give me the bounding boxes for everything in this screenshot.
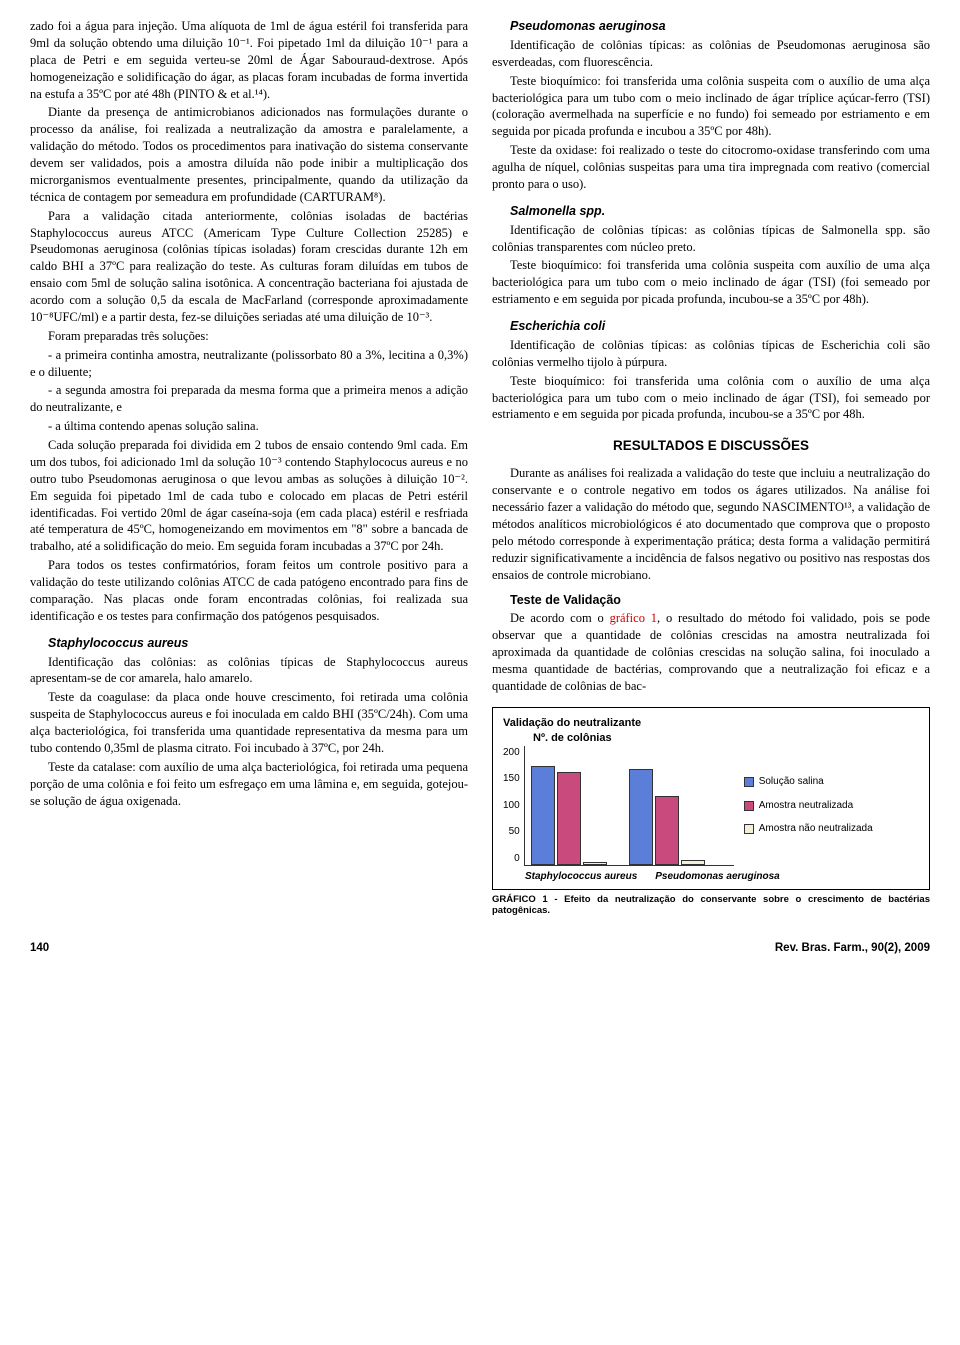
chart-bars (524, 746, 734, 866)
page-number: 140 (30, 941, 49, 957)
chart-title: Validação do neutralizante (503, 716, 919, 731)
subhead-salmonella: Salmonella spp. (492, 203, 930, 220)
bar (681, 860, 705, 865)
legend-item: Solução salina (744, 775, 873, 789)
legend-label: Amostra não neutralizada (759, 822, 873, 836)
subhead-staphylococcus: Staphylococcus aureus (30, 635, 468, 652)
chart-plot: 200150100500 (503, 746, 734, 866)
body-text: Teste da oxidase: foi realizado o teste … (492, 142, 930, 193)
legend-swatch (744, 824, 754, 834)
section-results: RESULTADOS E DISCUSSÕES (492, 437, 930, 455)
bar-group (531, 766, 607, 865)
figure-ref: gráfico 1 (610, 611, 657, 625)
journal-ref: Rev. Bras. Farm., 90(2), 2009 (775, 941, 930, 957)
body-text: De acordo com o gráfico 1, o resultado d… (492, 610, 930, 694)
legend-item: Amostra não neutralizada (744, 822, 873, 836)
subhead-pseudomonas: Pseudomonas aeruginosa (492, 18, 930, 35)
chart-legend: Solução salina Amostra neutralizada Amostr… (734, 746, 873, 866)
body-text: Identificação de colônias típicas: as co… (492, 222, 930, 256)
chart-subtitle: Nº. de colônias (533, 731, 919, 746)
body-text: zado foi a água para injeção. Uma alíquo… (30, 18, 468, 102)
legend-label: Amostra neutralizada (759, 799, 854, 813)
chart-area: 200150100500 Solução salina Amostra neutr… (503, 746, 919, 866)
chart-y-axis: 200150100500 (503, 746, 524, 866)
body-text: Teste bioquímico: foi transferida uma co… (492, 257, 930, 308)
body-text: Identificação de colônias típicas: as co… (492, 37, 930, 71)
left-column: zado foi a água para injeção. Uma alíquo… (30, 18, 468, 917)
body-text: Durante as análises foi realizada a vali… (492, 465, 930, 583)
body-text: Para todos os testes confirmatórios, for… (30, 557, 468, 625)
x-axis-label: Pseudomonas aeruginosa (655, 870, 779, 884)
bar (655, 796, 679, 865)
legend-swatch (744, 777, 754, 787)
chart-caption: GRÁFICO 1 - Efeito da neutralização do c… (492, 894, 930, 917)
body-text: Teste da coagulase: da placa onde houve … (30, 689, 468, 757)
body-text: - a segunda amostra foi preparada da mes… (30, 382, 468, 416)
page-footer: 140 Rev. Bras. Farm., 90(2), 2009 (30, 941, 930, 957)
body-text: Teste bioquímico: foi transferida uma co… (492, 373, 930, 424)
page-columns: zado foi a água para injeção. Uma alíquo… (30, 18, 930, 917)
legend-item: Amostra neutralizada (744, 799, 873, 813)
body-text: - a última contendo apenas solução salin… (30, 418, 468, 435)
body-text: Diante da presença de antimicrobianos ad… (30, 104, 468, 205)
bar (531, 766, 555, 865)
body-text: - a primeira continha amostra, neutraliz… (30, 347, 468, 381)
chart-x-labels: Staphylococcus aureus Pseudomonas aerugin… (503, 870, 919, 884)
body-text: Teste da catalase: com auxílio de uma al… (30, 759, 468, 810)
body-text: Identificação de colônias típicas: as co… (492, 337, 930, 371)
subhead-validation: Teste de Validação (492, 592, 930, 609)
bar-group (629, 769, 705, 865)
body-text: Foram preparadas três soluções: (30, 328, 468, 345)
legend-label: Solução salina (759, 775, 824, 789)
body-text: Cada solução preparada foi dividida em 2… (30, 437, 468, 555)
x-axis-label: Staphylococcus aureus (525, 870, 637, 884)
bar (557, 772, 581, 865)
right-column: Pseudomonas aeruginosa Identificação de … (492, 18, 930, 917)
body-text: Para a validação citada anteriormente, c… (30, 208, 468, 326)
bar (629, 769, 653, 865)
legend-swatch (744, 801, 754, 811)
body-text: Identificação das colônias: as colônias … (30, 654, 468, 688)
bar (583, 862, 607, 865)
chart-grafico-1: Validação do neutralizante Nº. de colôni… (492, 707, 930, 890)
subhead-ecoli: Escherichia coli (492, 318, 930, 335)
body-text: Teste bioquímico: foi transferida uma co… (492, 73, 930, 141)
